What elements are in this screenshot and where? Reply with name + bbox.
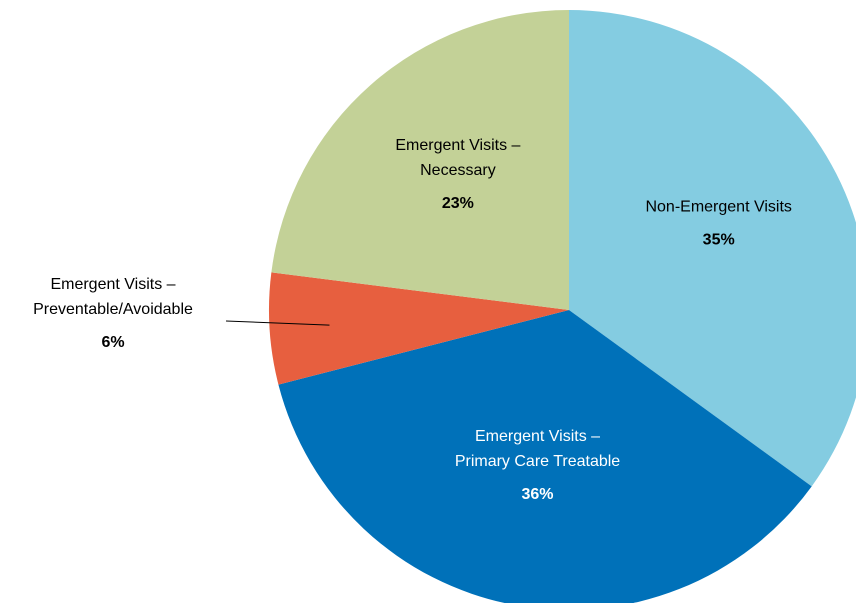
slice-value-label: 36% — [522, 486, 554, 503]
slice-value-label: 6% — [101, 334, 124, 351]
pie-slice — [271, 10, 569, 310]
slice-label: Non-Emergent Visits — [645, 199, 791, 216]
pie-slice — [278, 310, 812, 603]
pie-slice — [569, 10, 856, 487]
slice-label: Emergent Visits – Primary Care Treatable — [455, 428, 620, 470]
leader-line — [225, 320, 330, 326]
slice-label: Emergent Visits – Preventable/Avoidable — [33, 276, 193, 318]
slice-label: Emergent Visits – Necessary — [395, 137, 520, 179]
pie-slice — [269, 272, 569, 385]
slice-value-label: 35% — [703, 232, 735, 249]
slice-value-label: 23% — [442, 195, 474, 212]
